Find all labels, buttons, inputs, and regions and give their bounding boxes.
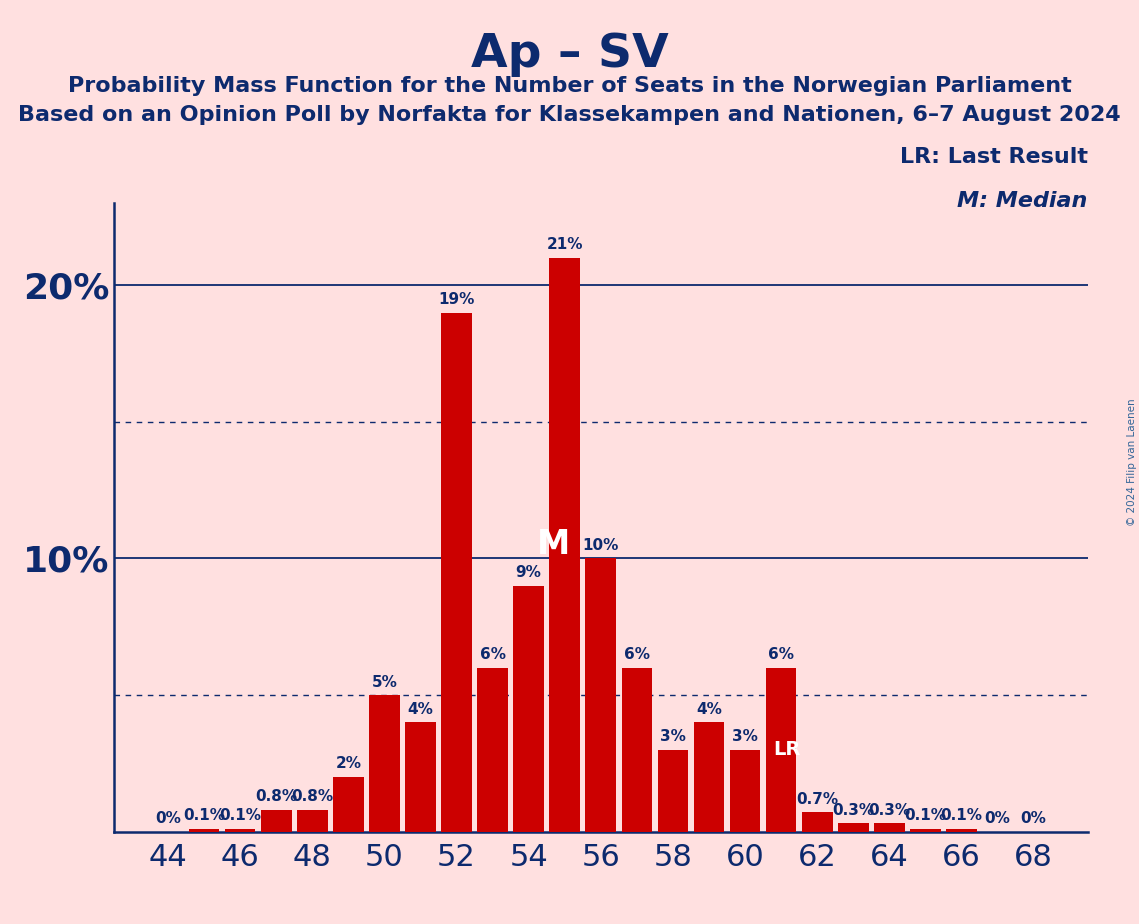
Bar xyxy=(730,749,761,832)
Text: 0%: 0% xyxy=(155,811,181,826)
Bar xyxy=(297,809,328,832)
Text: 4%: 4% xyxy=(696,702,722,717)
Text: Probability Mass Function for the Number of Seats in the Norwegian Parliament: Probability Mass Function for the Number… xyxy=(67,76,1072,96)
Text: Ap – SV: Ap – SV xyxy=(470,32,669,78)
Text: 0%: 0% xyxy=(984,811,1010,826)
Text: 10%: 10% xyxy=(583,538,618,553)
Bar xyxy=(622,668,653,832)
Text: 19%: 19% xyxy=(439,292,475,307)
Text: 3%: 3% xyxy=(659,729,686,744)
Bar xyxy=(549,258,580,832)
Text: 0.1%: 0.1% xyxy=(183,808,226,823)
Text: 21%: 21% xyxy=(547,237,583,252)
Bar xyxy=(477,668,508,832)
Bar xyxy=(694,723,724,832)
Bar xyxy=(657,749,688,832)
Bar xyxy=(189,829,220,832)
Text: 0%: 0% xyxy=(1021,811,1047,826)
Bar xyxy=(441,312,472,832)
Text: 0.8%: 0.8% xyxy=(292,789,334,804)
Bar xyxy=(261,809,292,832)
Text: 0.1%: 0.1% xyxy=(941,808,983,823)
Bar xyxy=(947,829,977,832)
Text: 9%: 9% xyxy=(516,565,542,580)
Text: 6%: 6% xyxy=(768,647,794,663)
Text: 0.1%: 0.1% xyxy=(904,808,947,823)
Text: 0.1%: 0.1% xyxy=(219,808,261,823)
Text: 0.3%: 0.3% xyxy=(868,803,910,818)
Bar xyxy=(874,823,904,832)
Bar xyxy=(369,695,400,832)
Bar xyxy=(405,723,436,832)
Text: 6%: 6% xyxy=(480,647,506,663)
Bar xyxy=(802,812,833,832)
Text: 6%: 6% xyxy=(624,647,650,663)
Text: M: M xyxy=(538,529,571,561)
Text: 2%: 2% xyxy=(335,757,361,772)
Bar xyxy=(585,558,616,832)
Bar xyxy=(765,668,796,832)
Bar xyxy=(838,823,869,832)
Text: 0.7%: 0.7% xyxy=(796,792,838,807)
Text: LR: LR xyxy=(773,740,801,760)
Text: 4%: 4% xyxy=(408,702,434,717)
Text: LR: Last Result: LR: Last Result xyxy=(900,147,1088,166)
Bar xyxy=(910,829,941,832)
Text: 0.8%: 0.8% xyxy=(255,789,297,804)
Text: © 2024 Filip van Laenen: © 2024 Filip van Laenen xyxy=(1126,398,1137,526)
Bar xyxy=(224,829,255,832)
Text: 3%: 3% xyxy=(732,729,759,744)
Text: 0.3%: 0.3% xyxy=(833,803,875,818)
Text: 5%: 5% xyxy=(371,675,398,689)
Text: M: Median: M: Median xyxy=(958,190,1088,211)
Bar xyxy=(514,586,544,832)
Text: Based on an Opinion Poll by Norfakta for Klassekampen and Nationen, 6–7 August 2: Based on an Opinion Poll by Norfakta for… xyxy=(18,105,1121,126)
Bar xyxy=(333,777,363,832)
